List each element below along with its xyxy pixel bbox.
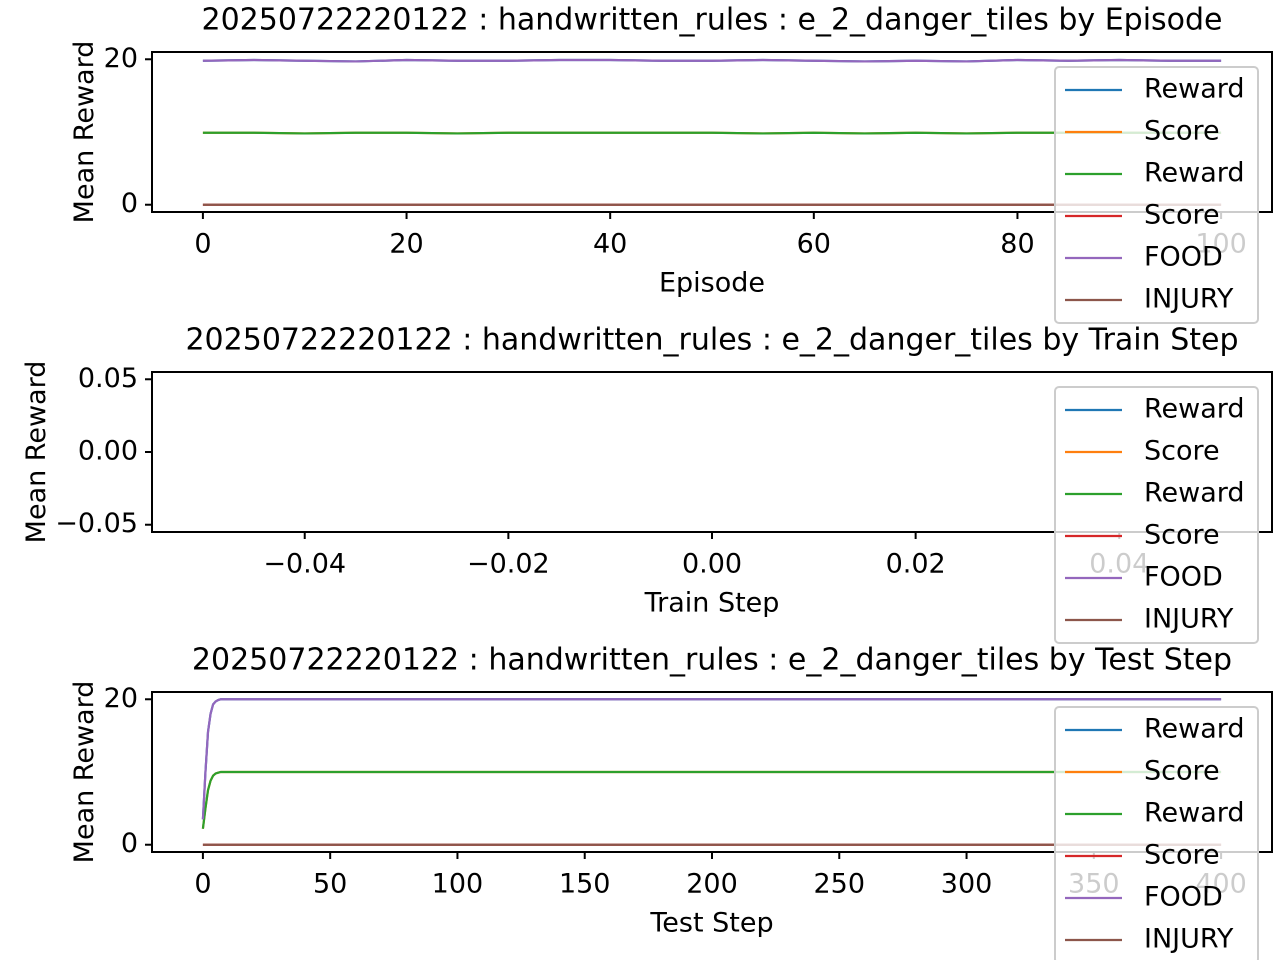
series-line (202, 131, 1222, 135)
x-tick-label: 0.00 (682, 549, 742, 580)
x-tick-label: 0 (194, 229, 211, 260)
x-tick-label: 60 (797, 229, 831, 260)
legend-label: Reward (1144, 478, 1245, 509)
x-tick-label: 0 (194, 869, 211, 900)
chart-title: 20250722220122 : handwritten_rules : e_2… (192, 643, 1232, 678)
axes-frame (151, 51, 1273, 213)
legend-label: INJURY (1144, 284, 1234, 315)
y-tick-label: 0.00 (78, 436, 138, 467)
legend-label: Reward (1144, 798, 1245, 829)
chart-title: 20250722220122 : handwritten_rules : e_2… (185, 323, 1238, 358)
x-tick-label: 20 (389, 229, 423, 260)
x-tick-label: 250 (813, 869, 865, 900)
x-tick-label: −0.04 (263, 549, 346, 580)
y-tick-label: 0 (121, 828, 138, 859)
legend-label: Score (1144, 520, 1220, 551)
legend-label: Score (1144, 756, 1220, 787)
x-tick-label: 0.02 (886, 549, 946, 580)
legend-label: FOOD (1144, 242, 1223, 273)
x-tick-label: 200 (686, 869, 738, 900)
series-line (202, 58, 1222, 63)
legend-box (1054, 706, 1259, 960)
subplot: 0501001502002503003504000202025072222012… (69, 643, 1273, 960)
series-line (201, 770, 1222, 829)
chart-title: 20250722220122 : handwritten_rules : e_2… (201, 3, 1222, 38)
x-tick-label: 150 (559, 869, 611, 900)
legend-label: Reward (1144, 74, 1245, 105)
legend-label: Reward (1144, 714, 1245, 745)
legend-label: Score (1144, 436, 1220, 467)
y-axis-label: Mean Reward (69, 681, 100, 864)
legend-label: INJURY (1144, 924, 1234, 955)
legend-label: FOOD (1144, 562, 1223, 593)
y-tick-label: 20 (104, 683, 138, 714)
legend-label: Score (1144, 116, 1220, 147)
x-tick-label: 100 (432, 869, 484, 900)
x-axis-label: Train Step (644, 588, 780, 619)
legend-label: Score (1144, 840, 1220, 871)
y-tick-label: 0.05 (78, 363, 138, 394)
series-line (201, 698, 1222, 820)
subplot: −0.04−0.020.000.020.04−0.050.000.0520250… (21, 323, 1273, 644)
x-tick-label: 80 (1000, 229, 1034, 260)
y-tick-label: 0 (121, 188, 138, 219)
legend-label: INJURY (1144, 604, 1234, 635)
x-axis-label: Episode (659, 268, 765, 299)
legend-label: FOOD (1144, 882, 1223, 913)
legend-label: Reward (1144, 158, 1245, 189)
x-tick-label: −0.02 (467, 549, 550, 580)
y-tick-label: −0.05 (55, 508, 138, 539)
x-tick-label: 300 (941, 869, 993, 900)
x-tick-label: 40 (593, 229, 627, 260)
y-axis-label: Mean Reward (21, 361, 52, 544)
subplot: 02040608010002020250722220122 : handwrit… (69, 3, 1273, 324)
y-axis-label: Mean Reward (69, 41, 100, 224)
x-tick-label: 50 (313, 869, 347, 900)
y-tick-label: 20 (104, 43, 138, 74)
x-axis-label: Test Step (649, 908, 773, 939)
legend-label: Reward (1144, 394, 1245, 425)
legend-label: Score (1144, 200, 1220, 231)
